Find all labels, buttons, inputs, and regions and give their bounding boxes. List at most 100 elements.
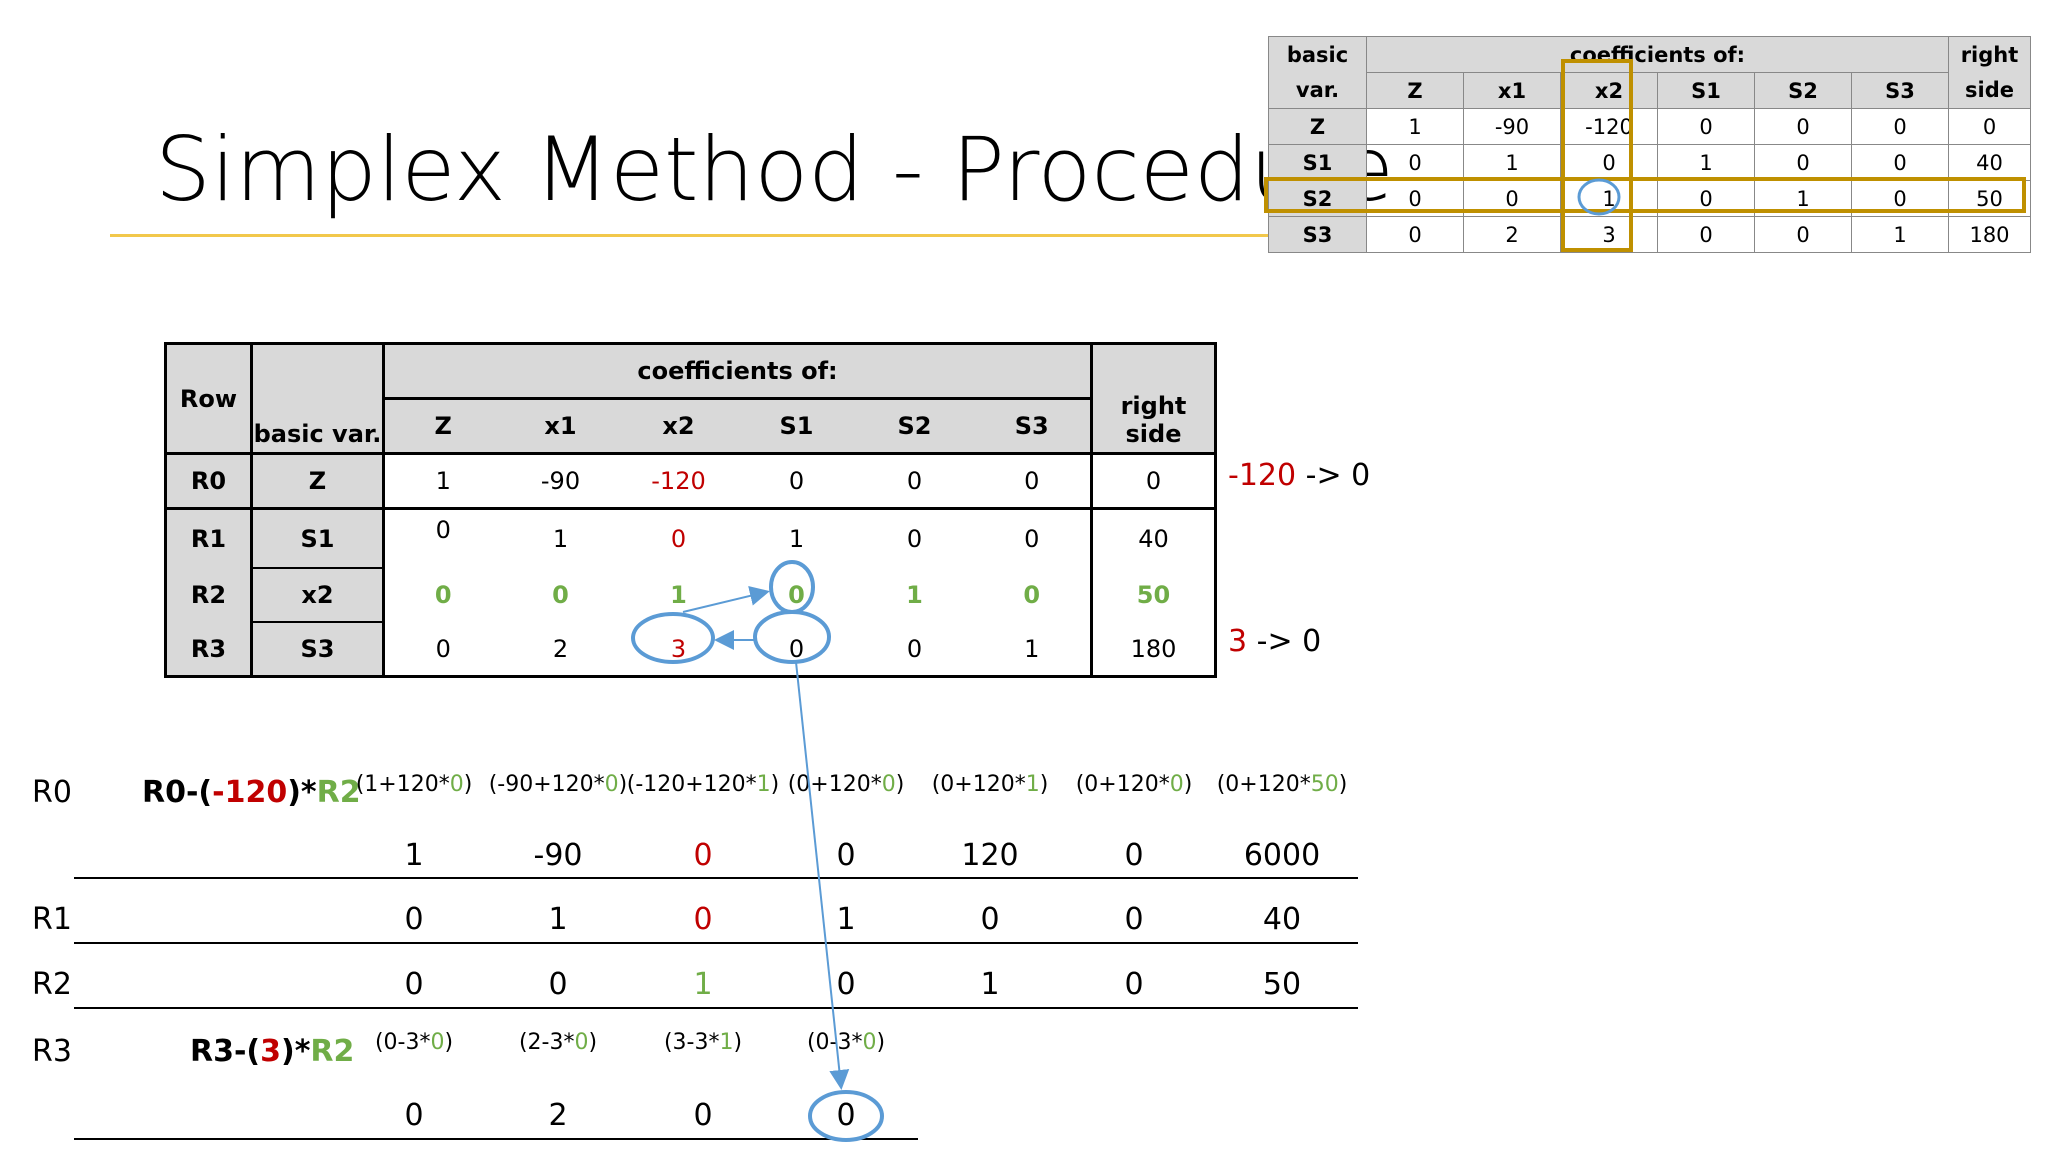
mini-rhs: 180	[1948, 216, 2031, 253]
mini-cell: 0	[1657, 216, 1755, 253]
col-header: Z	[383, 398, 502, 455]
col-header: x1	[501, 398, 620, 455]
mini-rhs-header: right	[1948, 36, 2031, 73]
divider	[74, 1007, 1358, 1009]
table-row: R0 Z 1 -90 -120 0 0 0 0	[164, 453, 1217, 510]
cell: 0	[855, 453, 974, 510]
arrow-icon	[795, 661, 850, 1090]
cell: 0	[1023, 581, 1041, 609]
mini-cell: 1	[1851, 216, 1949, 253]
pivot-row-highlight	[1264, 177, 2026, 213]
col-header: x2	[619, 398, 738, 455]
calc-r3-expr: (2-3*0)	[518, 1030, 598, 1055]
coef-header: coefficients of:	[383, 342, 1092, 400]
mini-basic: S1	[1268, 144, 1367, 181]
row-id: R2	[164, 568, 253, 622]
row-id: R3	[164, 622, 253, 678]
calc-r0-expr: (0+120*0)	[787, 772, 905, 797]
mini-col-header: x2	[1560, 72, 1658, 109]
mini-row: S1 0 1 0 1 0 0 40	[1268, 144, 2031, 181]
mini-cell: 2	[1463, 216, 1561, 253]
result-circle	[808, 1090, 884, 1142]
calc-r1-result: 1	[548, 902, 568, 937]
calc-r3-formula: R3-(3)*R2	[190, 1034, 355, 1069]
mini-cell: 0	[1657, 108, 1755, 145]
mini-cell: 0	[1851, 144, 1949, 181]
calc-r1-result: 1	[836, 902, 856, 937]
col-header: S3	[973, 398, 1092, 455]
cell: 1	[906, 581, 923, 609]
calc-r0-result: 1	[404, 838, 424, 873]
calc-r1-result: 0	[404, 902, 424, 937]
cell: 0	[434, 581, 452, 609]
mini-rhs: 40	[1948, 144, 2031, 181]
calc-r0-result: -90	[533, 838, 583, 873]
col-header: S1	[737, 398, 856, 455]
mini-cell: 0	[1754, 144, 1852, 181]
calc-r0-expr: (-90+120*0)	[488, 772, 628, 797]
calc-r3-expr: (3-3*1)	[663, 1030, 743, 1055]
mini-cell: 0	[1851, 108, 1949, 145]
table-row: R2 x2 0 0 1 0 1 0 50	[164, 568, 1217, 623]
divider	[74, 1138, 918, 1140]
rhs-cell: 50	[1090, 568, 1217, 622]
mini-cell: 0	[1366, 216, 1464, 253]
mini-cell: 0	[1366, 144, 1464, 181]
calc-r1-result: 0	[1124, 902, 1144, 937]
calc-r0-result: 0	[693, 838, 713, 873]
calc-r0-result: 0	[1124, 838, 1144, 873]
calc-r3-result: 0	[404, 1098, 424, 1133]
basic-var: Z	[251, 453, 385, 510]
calc-r1-label: R1	[32, 902, 72, 937]
basic-var-header: basic var.	[250, 342, 385, 455]
cell: 0	[383, 622, 502, 678]
mini-cell: 1	[1463, 144, 1561, 181]
pivot-column-highlight	[1561, 59, 1633, 252]
calc-r3-label: R3	[32, 1034, 72, 1069]
basic-var: S1	[251, 508, 385, 569]
calc-r0-result: 6000	[1243, 838, 1321, 873]
note-r0: -120 -> 0	[1228, 458, 1371, 493]
cell: 2	[501, 622, 620, 678]
cell: 1	[383, 453, 502, 510]
calc-r0-result: 0	[836, 838, 856, 873]
calc-r2-result: 0	[404, 967, 424, 1002]
cell: 1	[552, 525, 569, 553]
divider	[74, 877, 1358, 879]
calc-r1-result: 0	[980, 902, 1000, 937]
calc-r3-result: 0	[693, 1098, 713, 1133]
cell: 0	[737, 453, 856, 510]
cell: 0	[435, 516, 451, 544]
main-tableau: Row basic var. coefficients of: right si…	[164, 342, 1217, 678]
cell: 0	[670, 525, 687, 553]
calc-r3-result: 0	[836, 1098, 856, 1133]
mini-col-header: Z	[1366, 72, 1464, 109]
calc-r2-result: 1	[693, 967, 713, 1002]
row-id: R0	[164, 453, 253, 510]
cell: 0	[906, 525, 923, 553]
mini-col-header: x1	[1463, 72, 1561, 109]
calc-r0-expr: (0+120*50)	[1216, 772, 1348, 797]
rhs-cell: 180	[1090, 622, 1217, 678]
calc-r3-result: 2	[548, 1098, 568, 1133]
mini-rhs: 0	[1948, 108, 2031, 145]
cell: 0	[855, 622, 974, 678]
calc-r1-result: 40	[1262, 902, 1302, 937]
mini-cell: -90	[1463, 108, 1561, 145]
mini-coef-header: coefficients of:	[1366, 36, 1949, 73]
calc-r2-result: 0	[548, 967, 568, 1002]
cell: -90	[501, 453, 620, 510]
r2-s1-circle	[769, 560, 815, 614]
cell: 1	[788, 525, 805, 553]
mini-cell: 0	[1754, 108, 1852, 145]
calc-r2-result: 0	[836, 967, 856, 1002]
calc-r1-result: 0	[693, 902, 713, 937]
cell: -120	[619, 453, 738, 510]
r3-x2-circle	[631, 612, 715, 664]
col-header: S2	[855, 398, 974, 455]
rhs-cell: 40	[1090, 508, 1217, 568]
cell: 0	[973, 453, 1092, 510]
calc-r0-expr: (1+120*0)	[355, 772, 473, 797]
calc-r0-expr: (0+120*0)	[1075, 772, 1193, 797]
mini-cell: 0	[1754, 216, 1852, 253]
